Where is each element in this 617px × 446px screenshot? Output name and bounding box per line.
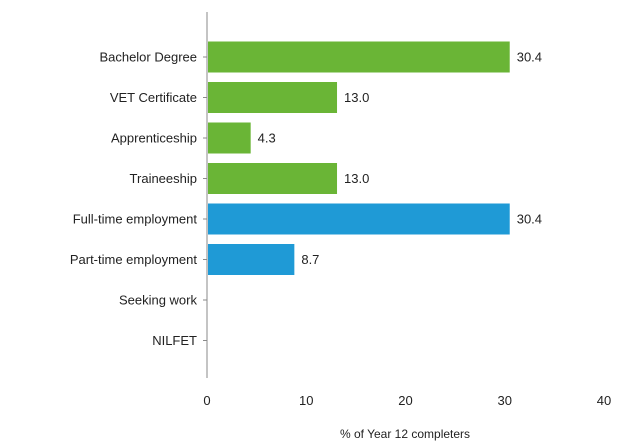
value-label: 30.4 [517,50,542,65]
value-label: 4.3 [258,131,276,146]
bars-layer: 30.4 13.0 4.3 13.0 30.4 8.7 [208,41,542,275]
category-label: VET Certificate [110,90,197,105]
x-tick-label: 10 [299,393,313,408]
bar [208,82,338,113]
category-label: NILFET [152,333,197,348]
category-label: Full-time employment [73,212,198,227]
bar [208,203,510,235]
x-tick-label: 30 [498,393,512,408]
x-tick-label: 0 [203,393,210,408]
bar [208,244,295,275]
value-label: 13.0 [344,90,369,105]
x-tick-label: 40 [597,393,611,408]
value-label: 13.0 [344,171,369,186]
bar [208,41,510,73]
category-label: Apprenticeship [111,131,197,146]
category-label: Seeking work [119,293,198,308]
bar [208,122,251,154]
x-tick-label: 20 [398,393,412,408]
bar [208,163,338,194]
category-label: Bachelor Degree [99,50,197,65]
axis-layer: Bachelor Degree VET Certificate Apprentice… [70,12,611,408]
x-axis-title: % of Year 12 completers [340,427,470,441]
category-label: Traineeship [130,171,197,186]
value-label: 8.7 [301,252,319,267]
category-label: Part-time employment [70,252,198,267]
value-label: 30.4 [517,212,542,227]
